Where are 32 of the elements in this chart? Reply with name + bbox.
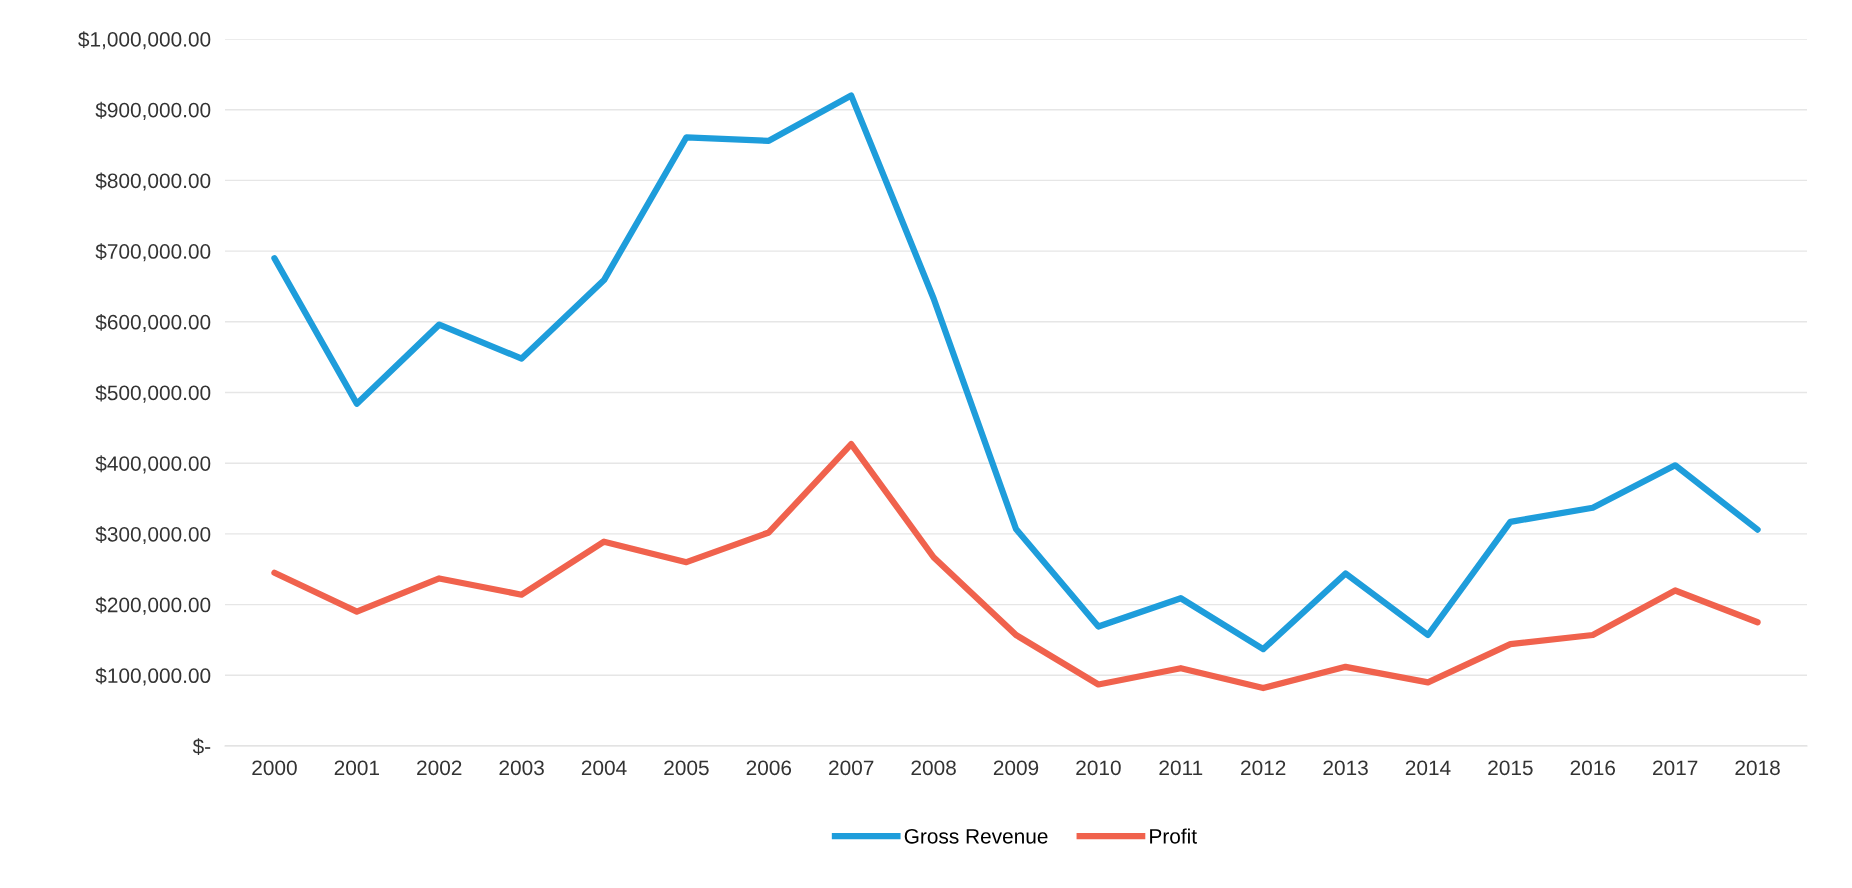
x-tick-label: 2008	[911, 760, 956, 776]
y-tick-label: $200,000.00	[95, 596, 211, 615]
y-tick-label: $-	[192, 738, 211, 755]
x-tick-label: 2016	[1570, 760, 1616, 776]
y-tick-label: $100,000.00	[95, 667, 211, 686]
x-tick-label: 2018	[1735, 760, 1780, 776]
x-tick-label: 2014	[1405, 760, 1451, 776]
x-tick-label: 2006	[746, 760, 792, 776]
x-tick-label: 2002	[417, 760, 462, 776]
y-tick-label: $1,000,000.00	[78, 31, 211, 50]
y-tick-label: $400,000.00	[95, 455, 211, 474]
y-tick-label: $300,000.00	[95, 526, 211, 545]
x-tick-label: 2000	[252, 760, 297, 776]
legend-label: Profit	[1150, 828, 1197, 844]
x-tick-label: 2012	[1241, 760, 1286, 776]
x-tick-label: 2001	[334, 760, 379, 776]
x-tick-label: 2015	[1488, 760, 1533, 776]
x-tick-label: 2009	[993, 760, 1039, 776]
y-tick-label: $900,000.00	[95, 101, 211, 120]
x-tick-label: 2010	[1076, 760, 1121, 776]
x-tick-label: 2011	[1159, 760, 1203, 776]
legend-label: Gross Revenue	[904, 828, 1048, 844]
x-tick-label: 2005	[664, 760, 709, 776]
x-tick-label: 2004	[581, 760, 627, 776]
y-tick-label: $800,000.00	[95, 172, 211, 191]
x-tick-label: 2013	[1323, 760, 1368, 776]
x-tick-label: 2007	[829, 760, 874, 776]
y-tick-label: $700,000.00	[95, 243, 211, 262]
y-tick-label: $500,000.00	[95, 384, 211, 403]
y-tick-label: $600,000.00	[95, 313, 211, 333]
x-tick-label: 2017	[1653, 760, 1698, 776]
x-tick-label: 2003	[499, 760, 544, 776]
